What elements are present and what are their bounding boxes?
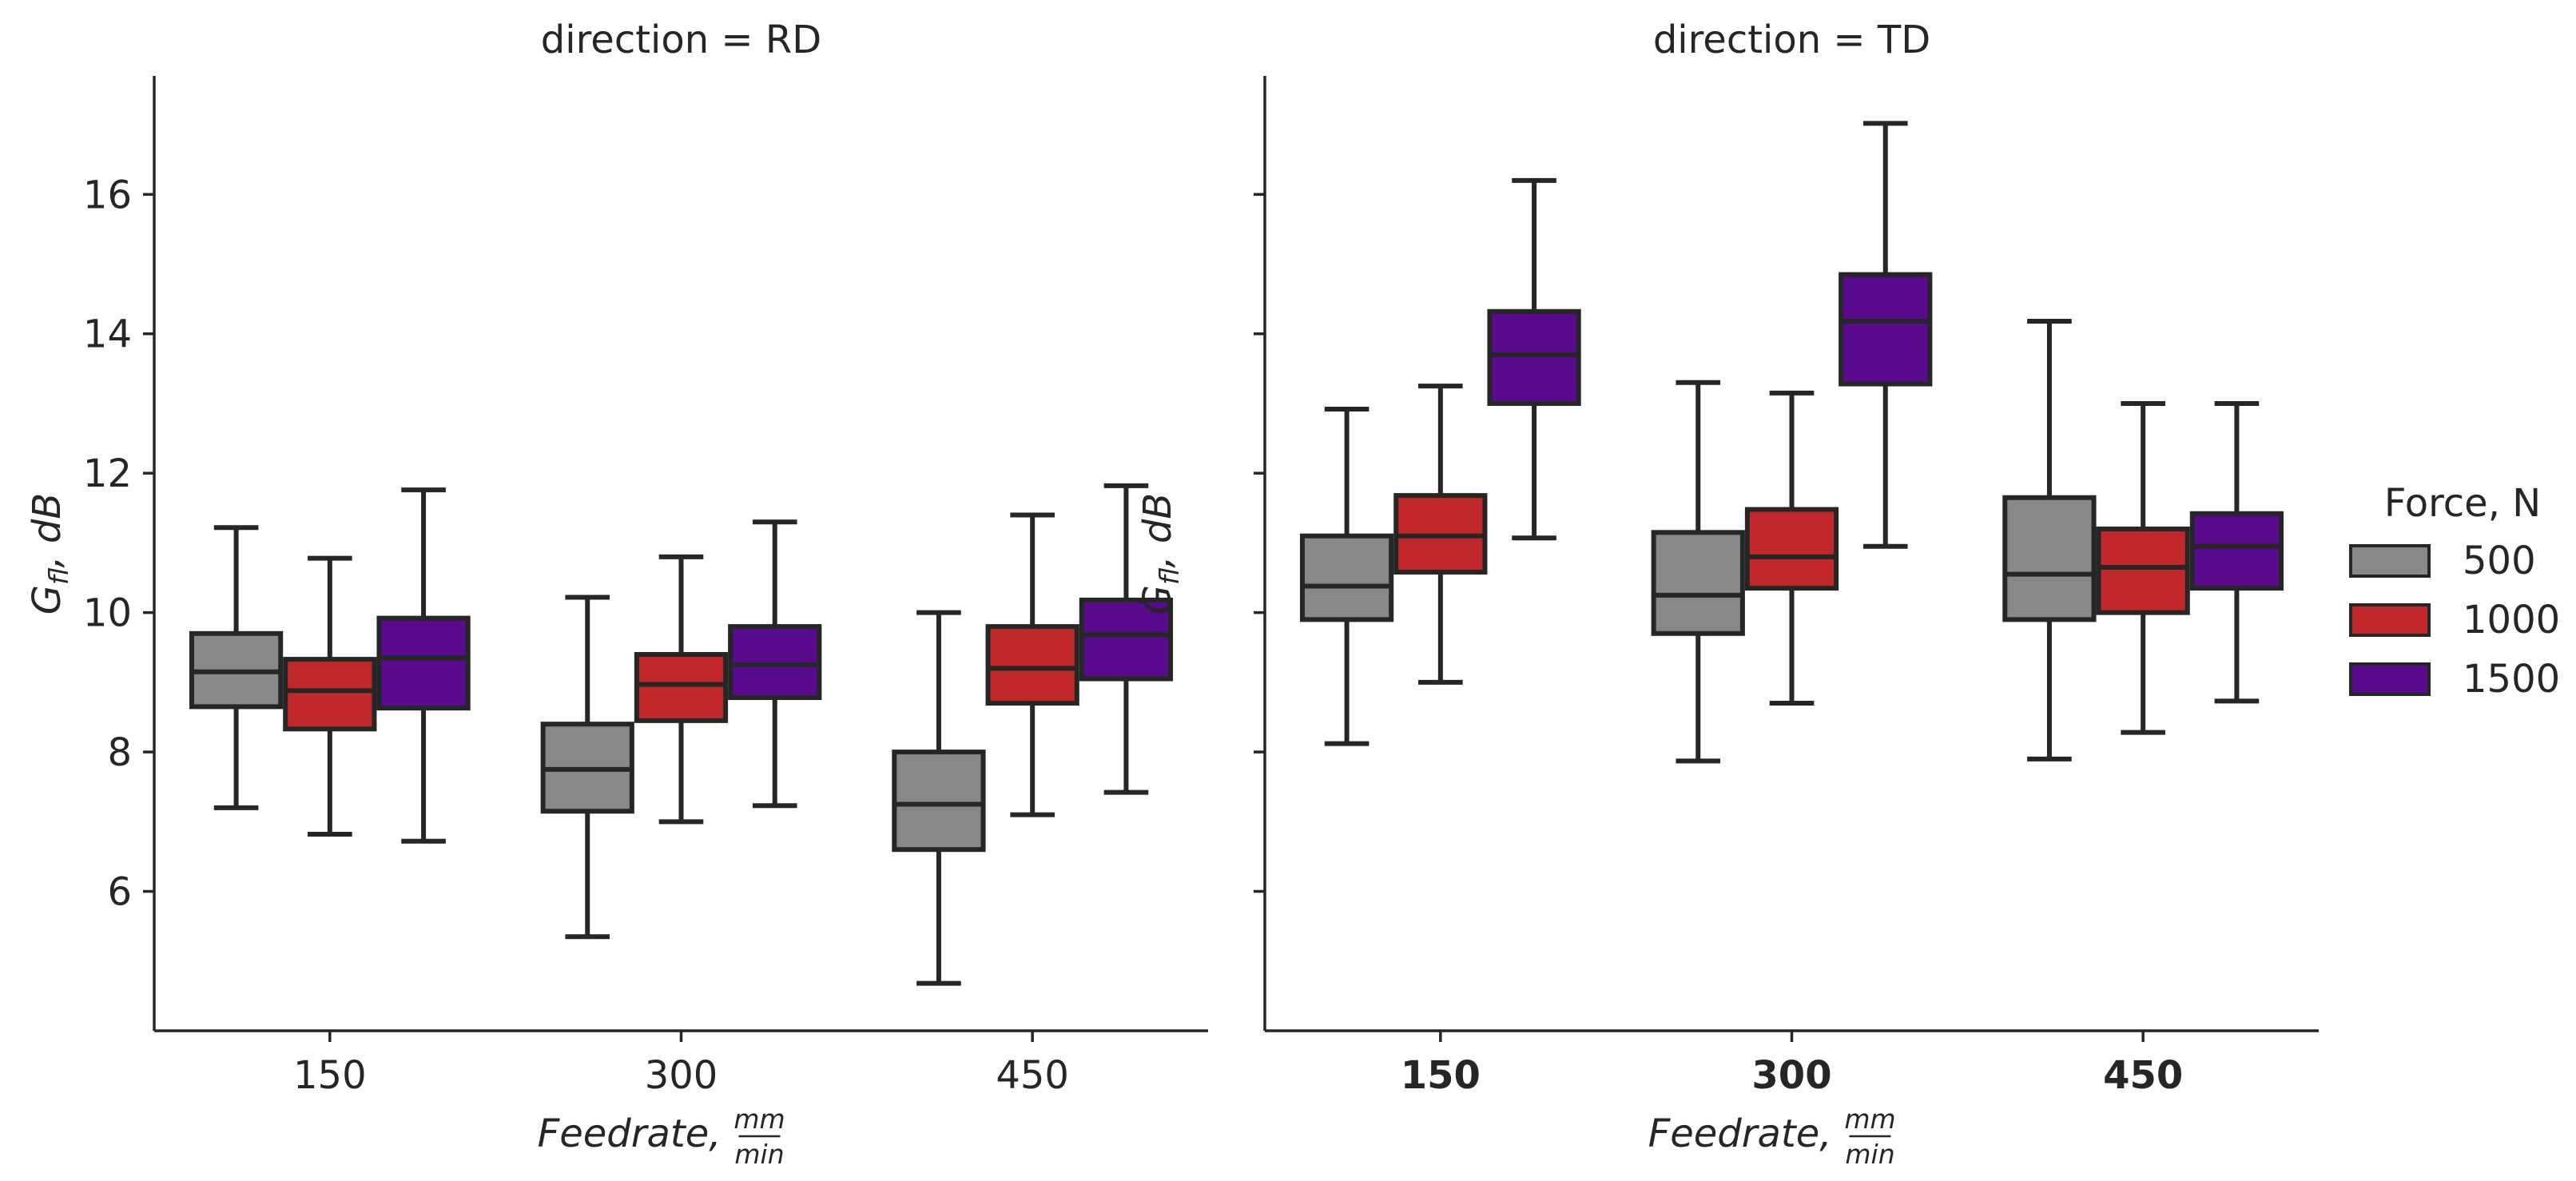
x-tick-label: 150 [293,1053,367,1098]
legend-swatch [2349,603,2431,637]
box-iqr [728,624,822,701]
box-500-450 [2002,319,2097,761]
x-axis-label: Feedrate, mm min [1648,1103,1896,1170]
box-1000-450 [985,512,1079,817]
box-iqr [2002,495,2097,622]
box-1000-150 [1393,384,1488,685]
box-1500-450 [1079,483,1174,795]
legend-label: 1500 [2463,657,2560,702]
box-500-150 [189,525,284,810]
box-500-300 [540,594,634,940]
legend: Force, N 500 1000 1500 [2349,481,2560,702]
legend-label: 1000 [2463,598,2560,642]
box-1500-300 [1839,121,1933,549]
box-1000-300 [634,554,729,825]
box-iqr [892,750,986,853]
legend-label: 500 [2463,539,2536,583]
box-1500-450 [2189,400,2284,704]
box-iqr [1744,507,1839,591]
x-label-denominator: min [1845,1139,1894,1170]
box-1000-300 [1744,390,1839,706]
panel-title: direction = RD [541,18,821,62]
box-1500-150 [1487,177,1581,541]
y-tick-label: 6 [107,870,132,915]
y-label-main: G [1135,585,1180,614]
y-label-unit: , dB [1135,493,1180,568]
box-iqr [1079,597,1174,682]
box-iqr [1487,308,1581,406]
y-tick-label: 8 [107,730,132,775]
legend-swatch [2349,662,2431,696]
box-iqr [2096,526,2190,615]
x-label-denominator: min [734,1139,784,1170]
legend-item-500: 500 [2349,539,2536,583]
box-1000-150 [283,555,377,837]
x-tick-label: 450 [2103,1053,2183,1098]
y-axis-label: Gfl, dB [1135,493,1185,614]
x-axis-label: Feedrate, mm min [538,1103,785,1170]
panel-td: direction = TD 150 300 450 Feedrate, mm min Gfl… [1135,18,2319,1170]
box-iqr [1651,530,1745,636]
y-label-unit: , dB [25,493,70,568]
box-iqr [283,657,377,732]
panel-rd: direction = RD 6 8 10 12 14 16 150 300 450 Feedrat… [25,18,1208,1170]
box-iqr [634,651,729,723]
box-500-450 [892,610,986,986]
box-iqr [985,624,1079,706]
x-label-text: Feedrate, [538,1111,722,1156]
box-1500-300 [728,519,822,809]
legend-swatch [2349,544,2431,578]
x-tick-label: 300 [1751,1053,1831,1098]
box-1000-450 [2096,400,2190,735]
y-tick-label: 16 [83,173,132,217]
box-iqr [376,615,471,711]
x-tick-label: 450 [996,1053,1069,1098]
y-label-main: G [25,585,70,614]
box-iqr [1839,272,1933,387]
y-tick-label: 10 [83,591,132,636]
x-tick-label: 300 [645,1053,718,1098]
box-iqr [2189,511,2284,591]
legend-item-1500: 1500 [2349,657,2560,702]
x-tick-label: 150 [1401,1053,1481,1098]
legend-title: Force, N [2384,481,2541,526]
box-500-300 [1651,380,1745,764]
panel-title: direction = TD [1653,18,1930,62]
y-label-subscript: fl [1154,567,1185,585]
x-label-text: Feedrate, [1648,1111,1832,1156]
y-tick-label: 14 [83,312,132,357]
box-iqr [1299,533,1394,622]
y-axis-label: Gfl, dB [25,493,74,614]
x-label-numerator: mm [733,1103,785,1135]
box-500-150 [1299,406,1394,746]
y-tick-label: 12 [83,451,132,496]
y-label-subscript: fl [43,567,74,585]
x-label-numerator: mm [1844,1103,1895,1135]
box-1500-150 [376,487,471,844]
legend-item-1000: 1000 [2349,598,2560,642]
